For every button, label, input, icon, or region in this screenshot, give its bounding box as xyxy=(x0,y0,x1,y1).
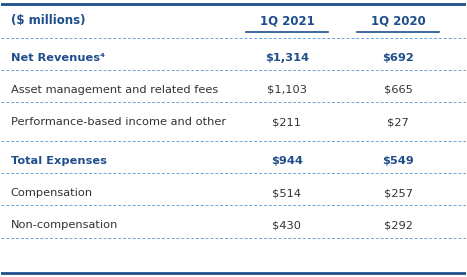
Text: $27: $27 xyxy=(388,117,409,127)
Text: $1,314: $1,314 xyxy=(265,53,309,63)
Text: $549: $549 xyxy=(382,156,414,166)
Text: $514: $514 xyxy=(272,188,301,198)
Text: Non-compensation: Non-compensation xyxy=(11,220,118,230)
Text: $665: $665 xyxy=(384,85,413,95)
Text: $211: $211 xyxy=(272,117,301,127)
Text: 1Q 2021: 1Q 2021 xyxy=(260,14,314,27)
Text: $292: $292 xyxy=(384,220,413,230)
Text: Asset management and related fees: Asset management and related fees xyxy=(11,85,218,95)
Text: $257: $257 xyxy=(384,188,413,198)
Text: $1,103: $1,103 xyxy=(267,85,307,95)
Text: Compensation: Compensation xyxy=(11,188,93,198)
Text: Performance-based income and other: Performance-based income and other xyxy=(11,117,226,127)
Text: $692: $692 xyxy=(382,53,414,63)
Text: $944: $944 xyxy=(271,156,303,166)
Text: Net Revenues⁴: Net Revenues⁴ xyxy=(11,53,105,63)
Text: Total Expenses: Total Expenses xyxy=(11,156,106,166)
Text: ($ millions): ($ millions) xyxy=(11,14,85,27)
Text: $430: $430 xyxy=(272,220,301,230)
Text: 1Q 2020: 1Q 2020 xyxy=(371,14,426,27)
